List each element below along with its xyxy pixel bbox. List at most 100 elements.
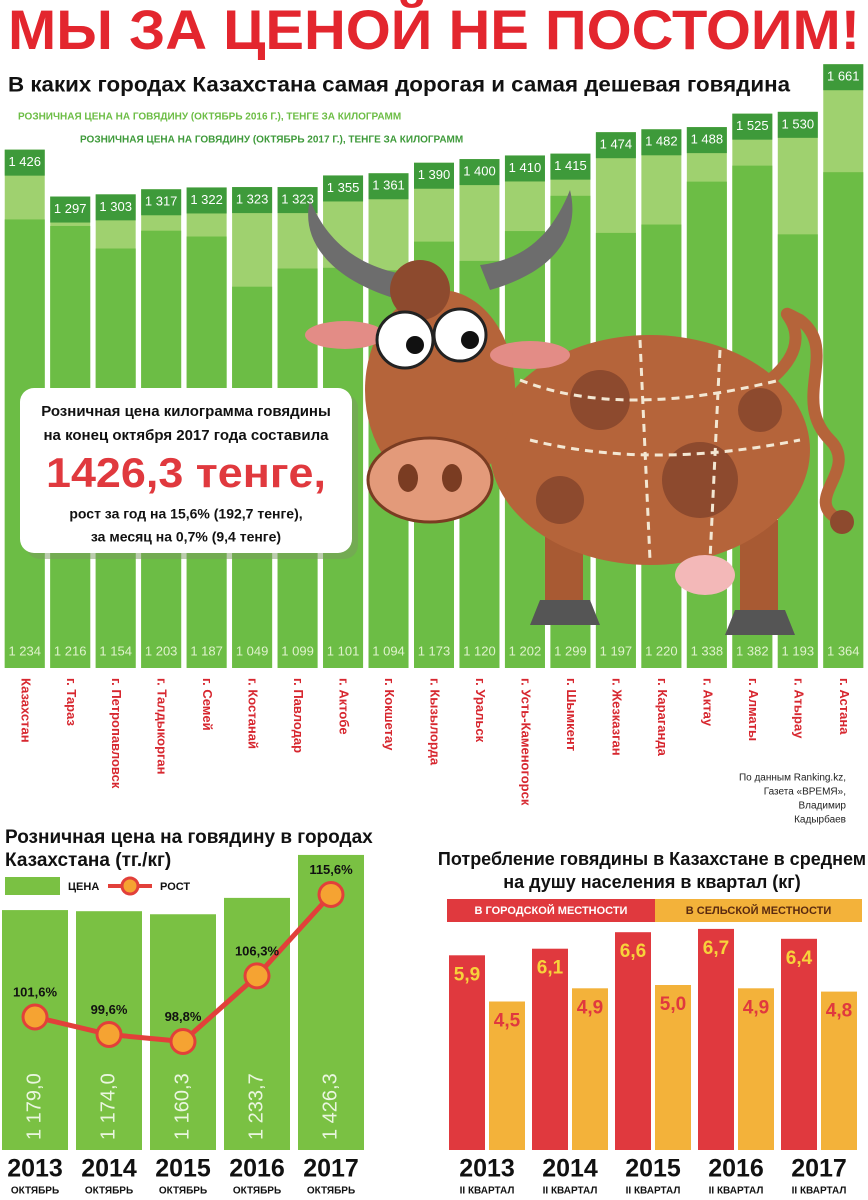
year-sublabel: II КВАРТАЛ	[543, 1186, 598, 1197]
growth-marker	[169, 1028, 197, 1055]
legend-entry: В СЕЛЬСКОЙ МЕСТНОСТИ	[686, 904, 832, 917]
value-label: 1 120	[463, 643, 496, 658]
value-label: 1 197	[600, 643, 633, 658]
category-label: г. Актобе	[337, 678, 352, 735]
value-label: 6,4	[786, 948, 813, 969]
bar	[781, 938, 817, 1150]
value-label: 1 216	[54, 643, 87, 658]
category-label: г. Караганда	[655, 678, 670, 757]
year-sublabel: ОКТЯБРЬ	[233, 1186, 281, 1197]
year-sublabel: II КВАРТАЛ	[709, 1186, 764, 1197]
legend-entry: РОЗНИЧНАЯ ЦЕНА НА ГОВЯДИНУ (ОКТЯБРЬ 2016…	[18, 112, 401, 123]
label-box	[95, 194, 136, 221]
year-label: 2013	[459, 1155, 515, 1183]
value-label: 1 094	[372, 643, 405, 658]
legend-entry: В ГОРОДСКОЙ МЕСТНОСТИ	[475, 904, 628, 917]
label-box	[368, 173, 409, 200]
year-sublabel: ОКТЯБРЬ	[307, 1186, 355, 1197]
bar	[698, 928, 734, 1150]
label-box	[141, 189, 182, 216]
value-label: 1 474	[600, 137, 633, 152]
legend-band	[447, 899, 655, 922]
year-sublabel: ОКТЯБРЬ	[85, 1186, 133, 1197]
callout-headline: 1426,3 тенге,	[46, 449, 326, 496]
value-label: 1 530	[782, 116, 815, 131]
source: Владимир	[798, 801, 846, 812]
bar	[224, 897, 290, 1150]
snout	[366, 436, 494, 524]
value-label: 1 390	[418, 167, 451, 182]
category-label: г. Семей	[200, 678, 215, 731]
label-box	[50, 196, 91, 223]
category-label: г. Шымкент	[564, 678, 579, 751]
value-label: 1 426	[8, 154, 41, 169]
ear	[490, 341, 570, 369]
growth-label: 101,6%	[13, 984, 58, 999]
year-sublabel: ОКТЯБРЬ	[159, 1186, 207, 1197]
pupil	[406, 336, 424, 354]
chart-title: Потребление говядины в Казахстане в сред…	[438, 849, 866, 869]
growth-label: 99,6%	[91, 1002, 128, 1017]
bar	[655, 985, 691, 1150]
callout-text: на конец октября 2017 года составила	[44, 427, 330, 444]
category-label: Казахстан	[18, 678, 33, 743]
bar	[532, 948, 568, 1150]
year-label: 2017	[791, 1155, 847, 1183]
year-label: 2017	[303, 1155, 359, 1183]
growth-marker	[95, 1021, 123, 1048]
label-box	[550, 153, 591, 180]
cut-lines	[519, 339, 801, 561]
category-label: г. Алматы	[746, 678, 761, 741]
source: Газета «ВРЕМЯ»,	[764, 787, 846, 798]
label-box	[4, 149, 45, 176]
value-label: 1 101	[327, 643, 360, 658]
value-label: 1 661	[827, 69, 860, 84]
source: По данным Ranking.kz,	[739, 773, 846, 784]
chart-title: на душу населения в квартал (кг)	[503, 872, 801, 892]
label-box	[232, 187, 273, 214]
value-label: 1 297	[54, 201, 87, 216]
value-label: 1 203	[145, 643, 178, 658]
label-box	[459, 159, 500, 186]
legend-entry: РОСТ	[160, 881, 190, 893]
label-box	[641, 129, 682, 156]
value-label: 1 488	[691, 132, 724, 147]
value-label: 1 322	[190, 192, 223, 207]
year-sublabel: II КВАРТАЛ	[792, 1186, 847, 1197]
value-label: 1 415	[554, 158, 587, 173]
value-label: 1 160,3	[171, 1073, 193, 1140]
value-label: 1 426,3	[319, 1073, 341, 1140]
category-label: г. Кызылорда	[428, 678, 443, 766]
value-label: 1 049	[236, 643, 269, 658]
value-label: 1 410	[509, 160, 542, 175]
category-label: г. Павлодар	[291, 678, 306, 753]
value-label: 6,7	[703, 938, 729, 959]
growth-marker	[243, 962, 271, 990]
tail	[764, 307, 846, 526]
label-box	[414, 162, 454, 189]
growth-label: 106,3%	[235, 943, 280, 958]
value-label: 1 400	[463, 164, 496, 179]
year-label: 2016	[708, 1155, 764, 1183]
bar	[738, 988, 774, 1150]
source: Кадырбаев	[794, 814, 846, 826]
label-box	[323, 175, 364, 202]
label-box	[732, 113, 773, 140]
bar	[449, 955, 485, 1150]
udder	[675, 555, 735, 595]
year-label: 2014	[542, 1155, 598, 1183]
callout-text: Розничная цена килограмма говядины	[41, 403, 331, 420]
label-box	[504, 155, 545, 182]
callout-box	[20, 388, 352, 553]
tail-tip	[830, 510, 854, 534]
category-label: г. Актау	[700, 678, 715, 727]
callout-text: рост за год на 15,6% (192,7 тенге),	[69, 506, 302, 522]
bar	[821, 991, 857, 1150]
label-box	[686, 127, 727, 154]
label-box	[595, 132, 636, 159]
value-label: 1 202	[509, 643, 542, 658]
value-label: 1 187	[190, 643, 223, 658]
value-label: 1 482	[645, 134, 678, 149]
